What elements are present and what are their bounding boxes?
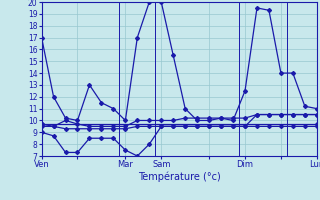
X-axis label: Température (°c): Température (°c) <box>138 172 220 182</box>
